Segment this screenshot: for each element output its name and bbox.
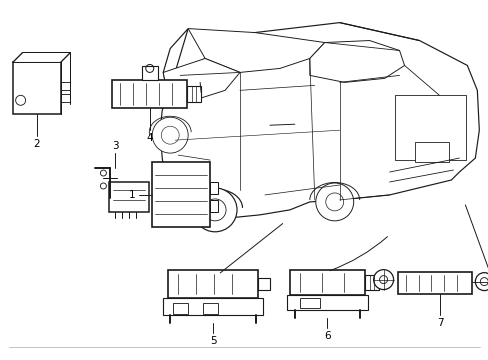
Bar — [286, 294, 367, 310]
Text: 3: 3 — [112, 141, 119, 151]
Bar — [299, 298, 319, 307]
Bar — [210, 200, 218, 212]
Text: 6: 6 — [323, 332, 330, 341]
Bar — [109, 182, 149, 212]
Circle shape — [373, 270, 393, 289]
Bar — [394, 95, 466, 160]
Bar — [289, 270, 364, 294]
Polygon shape — [188, 28, 324, 72]
Bar — [61, 82, 70, 90]
Circle shape — [474, 273, 488, 291]
Bar — [163, 298, 263, 315]
Polygon shape — [160, 23, 478, 218]
Bar — [168, 270, 258, 298]
Bar — [210, 182, 218, 194]
Bar — [61, 94, 70, 102]
Circle shape — [479, 278, 488, 285]
Text: 4: 4 — [146, 133, 153, 143]
Bar — [397, 272, 471, 293]
Bar — [364, 275, 378, 289]
Circle shape — [315, 183, 353, 221]
Bar — [13, 62, 61, 114]
Bar — [187, 86, 201, 102]
Bar — [203, 302, 218, 315]
Bar — [258, 278, 269, 289]
Circle shape — [193, 188, 237, 232]
Polygon shape — [309, 41, 404, 82]
Circle shape — [16, 95, 25, 105]
Circle shape — [161, 126, 179, 144]
Circle shape — [203, 199, 225, 221]
Text: 2: 2 — [33, 139, 40, 149]
Bar — [142, 67, 158, 80]
Polygon shape — [163, 58, 240, 98]
Circle shape — [152, 117, 188, 153]
Polygon shape — [13, 53, 70, 62]
Circle shape — [379, 276, 387, 284]
Bar — [112, 80, 187, 108]
Bar — [152, 162, 210, 227]
Text: 1: 1 — [129, 190, 135, 200]
Bar — [173, 302, 188, 315]
Text: 5: 5 — [209, 336, 216, 346]
Text: 7: 7 — [436, 319, 442, 328]
Circle shape — [325, 193, 343, 211]
Bar — [414, 142, 448, 162]
